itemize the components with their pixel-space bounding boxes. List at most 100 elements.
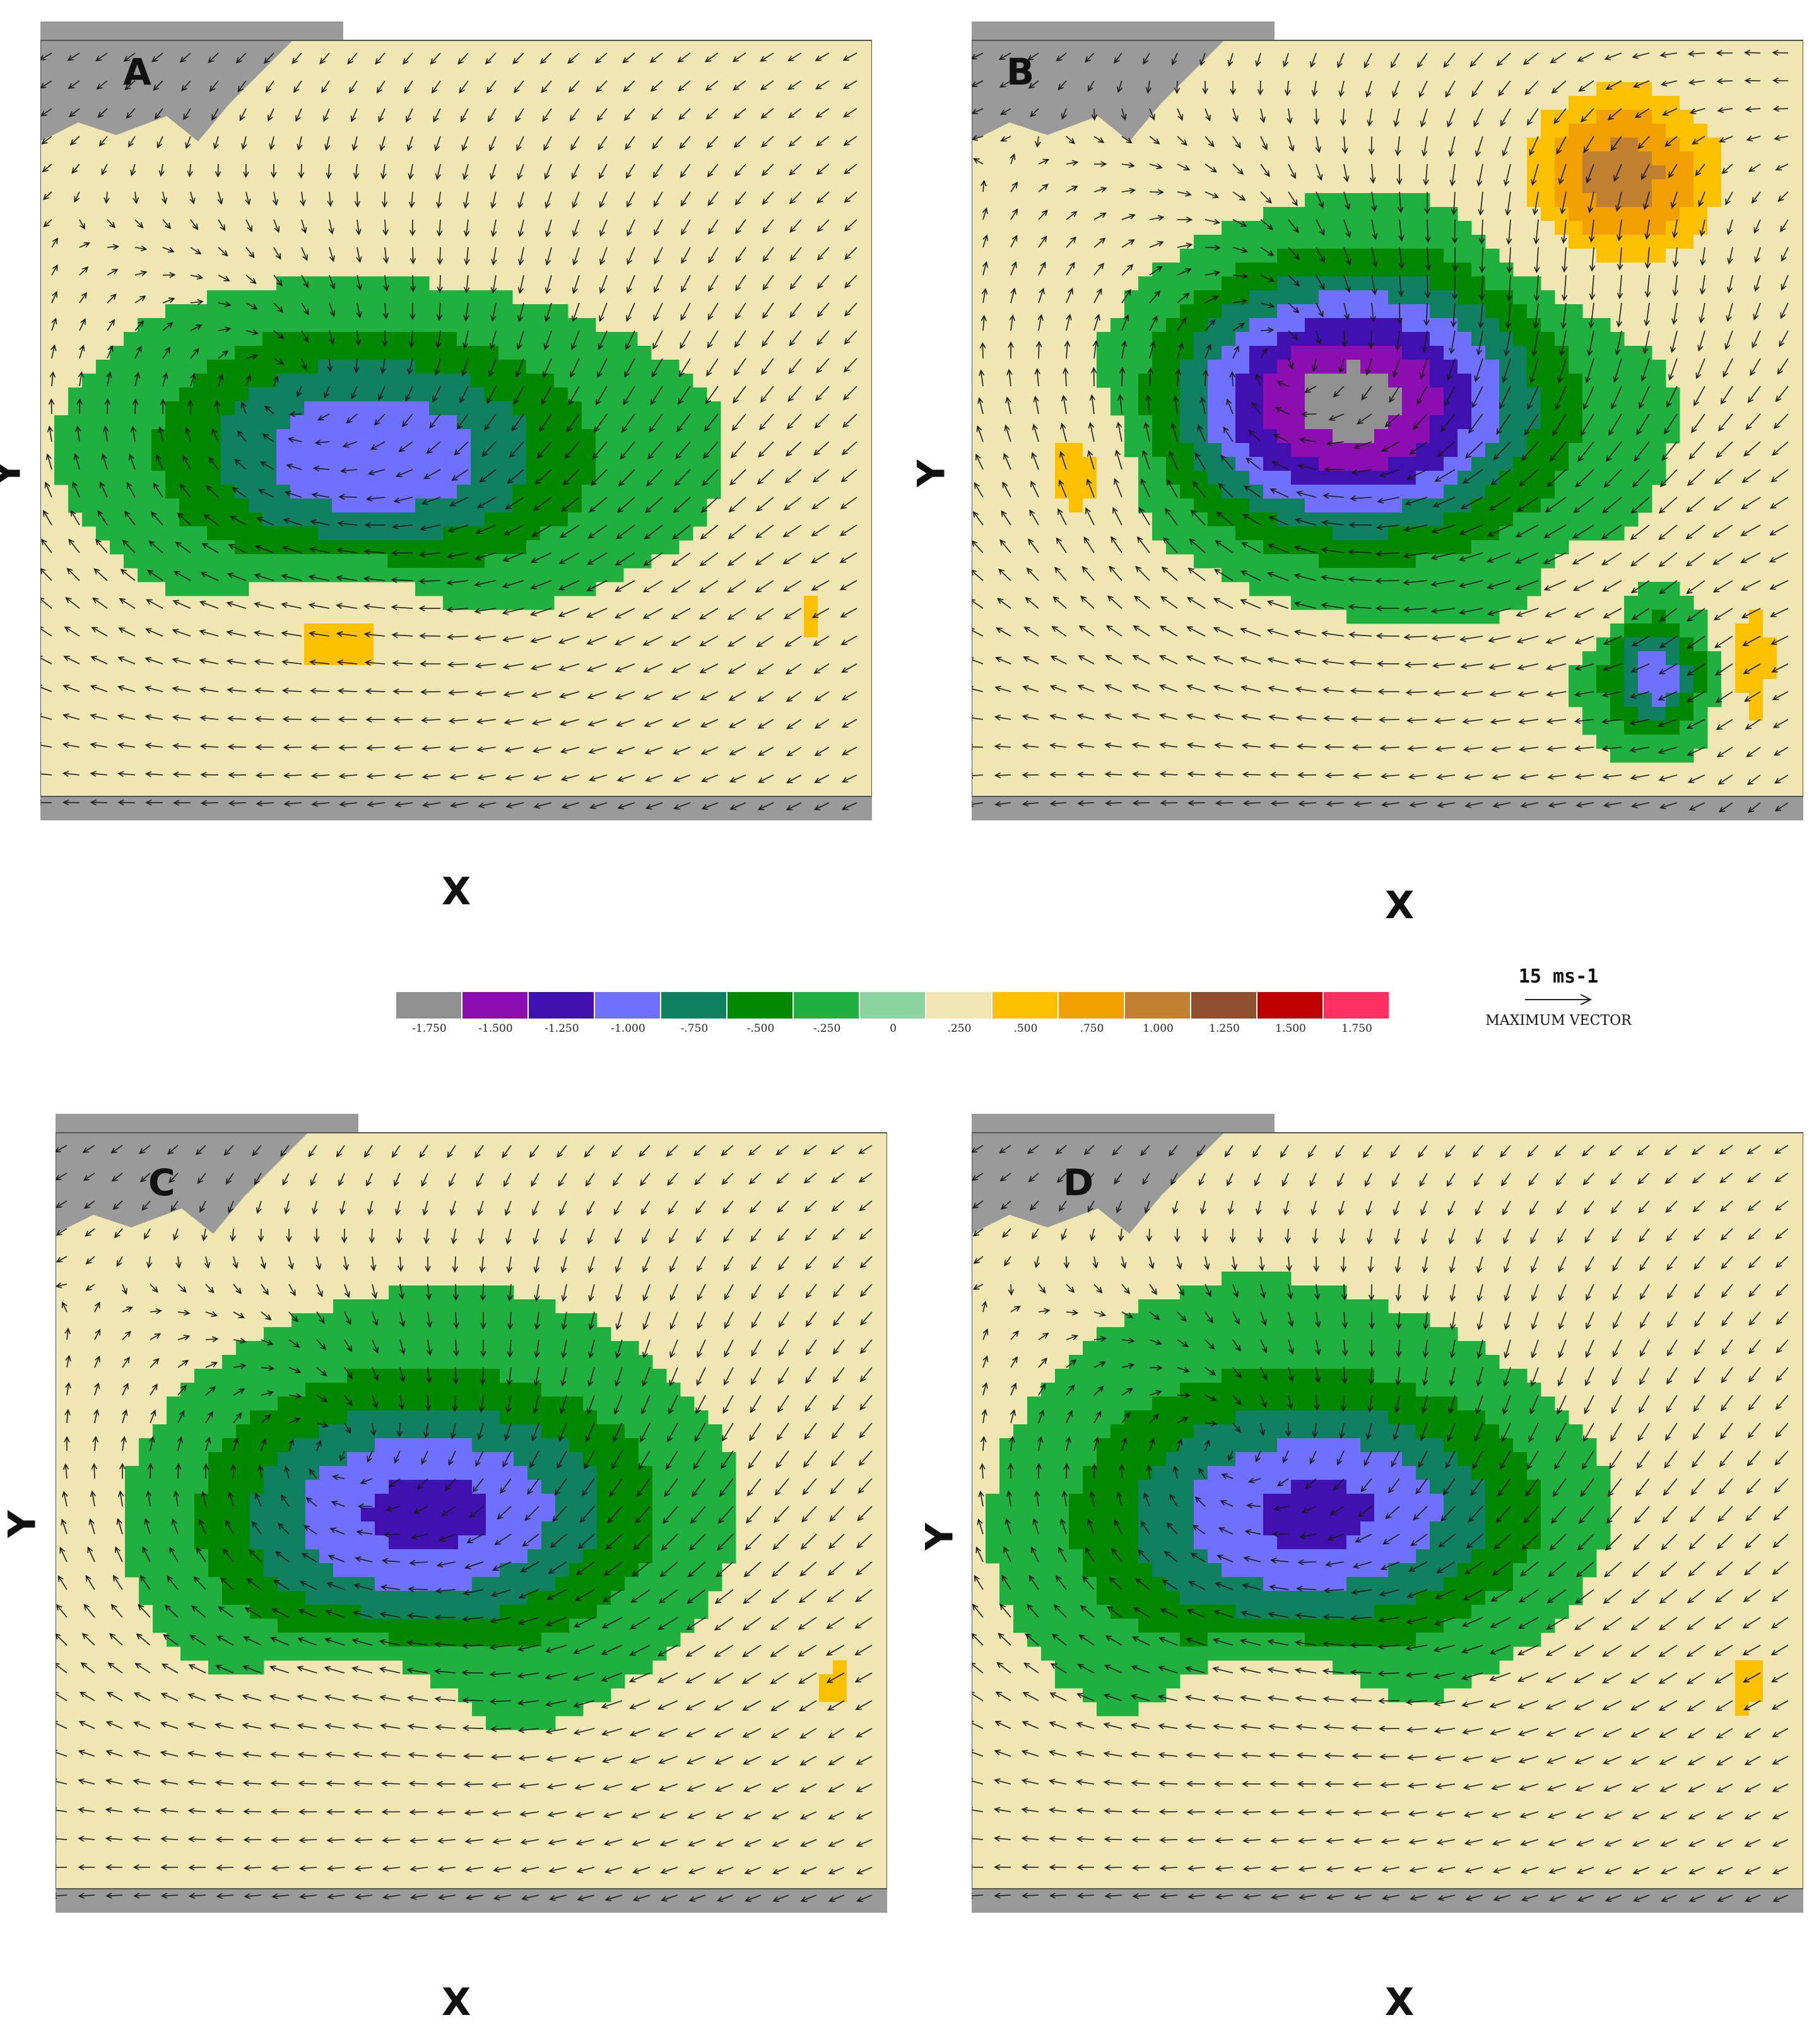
contour-cell <box>1430 304 1444 319</box>
wind-vector-head <box>839 584 847 591</box>
contour-cell <box>193 471 208 485</box>
wind-vector-head <box>735 256 741 263</box>
wind-vector <box>50 399 52 415</box>
wind-vector <box>1066 263 1075 276</box>
wind-vector-head <box>181 85 187 92</box>
contour-cell <box>637 374 652 388</box>
wind-vector-head <box>281 545 289 552</box>
contour-cell <box>679 415 693 430</box>
contour-cell <box>832 596 846 610</box>
contour-cell <box>610 374 624 388</box>
contour-cell <box>1735 138 1750 152</box>
contour-cell <box>249 304 263 319</box>
wind-vector-head <box>351 393 356 400</box>
wind-vector <box>1725 191 1733 205</box>
contour-cell <box>304 360 319 374</box>
contour-cell <box>1582 415 1597 430</box>
wind-vector-head <box>734 313 741 320</box>
wind-vector-head <box>620 453 626 460</box>
wind-vector <box>518 191 524 208</box>
contour-cell <box>1513 290 1528 305</box>
wind-vector <box>324 386 330 398</box>
contour-cell <box>318 415 333 430</box>
contour-cell <box>1416 457 1430 471</box>
wind-vector-head <box>1394 345 1401 351</box>
contour-cell <box>1235 304 1250 319</box>
wind-vector-head <box>1389 396 1395 403</box>
contour-cell <box>1541 138 1555 152</box>
wind-vector-head <box>160 398 166 406</box>
wind-vector <box>1399 275 1402 297</box>
contour-cell <box>1291 526 1305 541</box>
contour-cell <box>1277 360 1292 374</box>
contour-cell <box>290 304 305 319</box>
contour-cell <box>1152 318 1167 333</box>
wind-vector <box>91 714 108 720</box>
contour-cell <box>276 637 291 652</box>
wind-vector-head <box>342 442 350 448</box>
wind-vector-head <box>977 397 984 405</box>
wind-vector-head <box>558 638 565 644</box>
wind-vector <box>843 80 857 89</box>
contour-cell <box>346 693 360 707</box>
contour-cell <box>374 499 388 513</box>
contour-cell <box>651 485 666 499</box>
contour-cell <box>1638 401 1652 416</box>
wind-vector-head <box>122 540 129 546</box>
contour-cell <box>554 512 568 527</box>
contour-cell <box>1471 332 1486 346</box>
contour-cell <box>443 415 457 430</box>
contour-cell <box>1499 193 1514 208</box>
wind-vector <box>1608 108 1622 121</box>
wind-vector-head <box>502 636 509 642</box>
contour-cell <box>1555 124 1569 138</box>
wind-vector-head <box>651 370 657 378</box>
wind-vector <box>481 441 497 457</box>
wind-vector-head <box>678 85 685 92</box>
wind-vector <box>79 372 83 387</box>
contour-cell <box>249 332 263 346</box>
contour-cell <box>1693 651 1708 666</box>
wind-vector <box>119 598 136 609</box>
wind-vector <box>435 136 441 151</box>
wind-vector <box>844 191 857 203</box>
wind-vector <box>204 514 219 526</box>
contour-cell <box>1513 110 1528 124</box>
wind-vector-head <box>97 112 104 118</box>
contour-cell <box>1638 499 1652 513</box>
wind-vector <box>309 632 330 637</box>
contour-cell <box>96 443 110 458</box>
wind-vector-head <box>1753 227 1760 234</box>
wind-vector <box>1779 330 1789 346</box>
contour-cell <box>1652 165 1666 180</box>
wind-vector-head <box>1183 292 1190 299</box>
contour-cell <box>1596 151 1611 166</box>
wind-vector-head <box>486 86 493 94</box>
contour-cell <box>415 540 430 555</box>
wind-vector-head <box>1451 321 1457 328</box>
contour-cell <box>1430 596 1444 610</box>
wind-vector-head <box>449 774 456 780</box>
wind-vector-head <box>394 801 401 808</box>
wind-vector <box>300 163 302 178</box>
wind-vector-head <box>755 614 762 620</box>
wind-vector-head <box>1502 376 1508 384</box>
contour-cell <box>249 512 263 527</box>
contour-cell <box>1458 276 1472 291</box>
wind-vector-head <box>1370 177 1376 184</box>
contour-cell <box>1624 263 1639 277</box>
contour-cell <box>471 304 485 319</box>
wind-vector <box>599 219 608 236</box>
contour-cell <box>1555 471 1569 485</box>
wind-vector <box>784 580 802 592</box>
contour-cell <box>1485 318 1500 333</box>
contour-cell <box>1458 304 1472 319</box>
contour-cell <box>1319 235 1333 249</box>
contour-cell <box>179 554 194 569</box>
wind-vector-head <box>590 480 597 487</box>
wind-vector <box>43 191 52 200</box>
contour-cell <box>1055 415 1069 430</box>
wind-vector-head <box>1589 265 1596 272</box>
contour-cell <box>1180 512 1194 527</box>
contour-cell <box>637 346 652 360</box>
